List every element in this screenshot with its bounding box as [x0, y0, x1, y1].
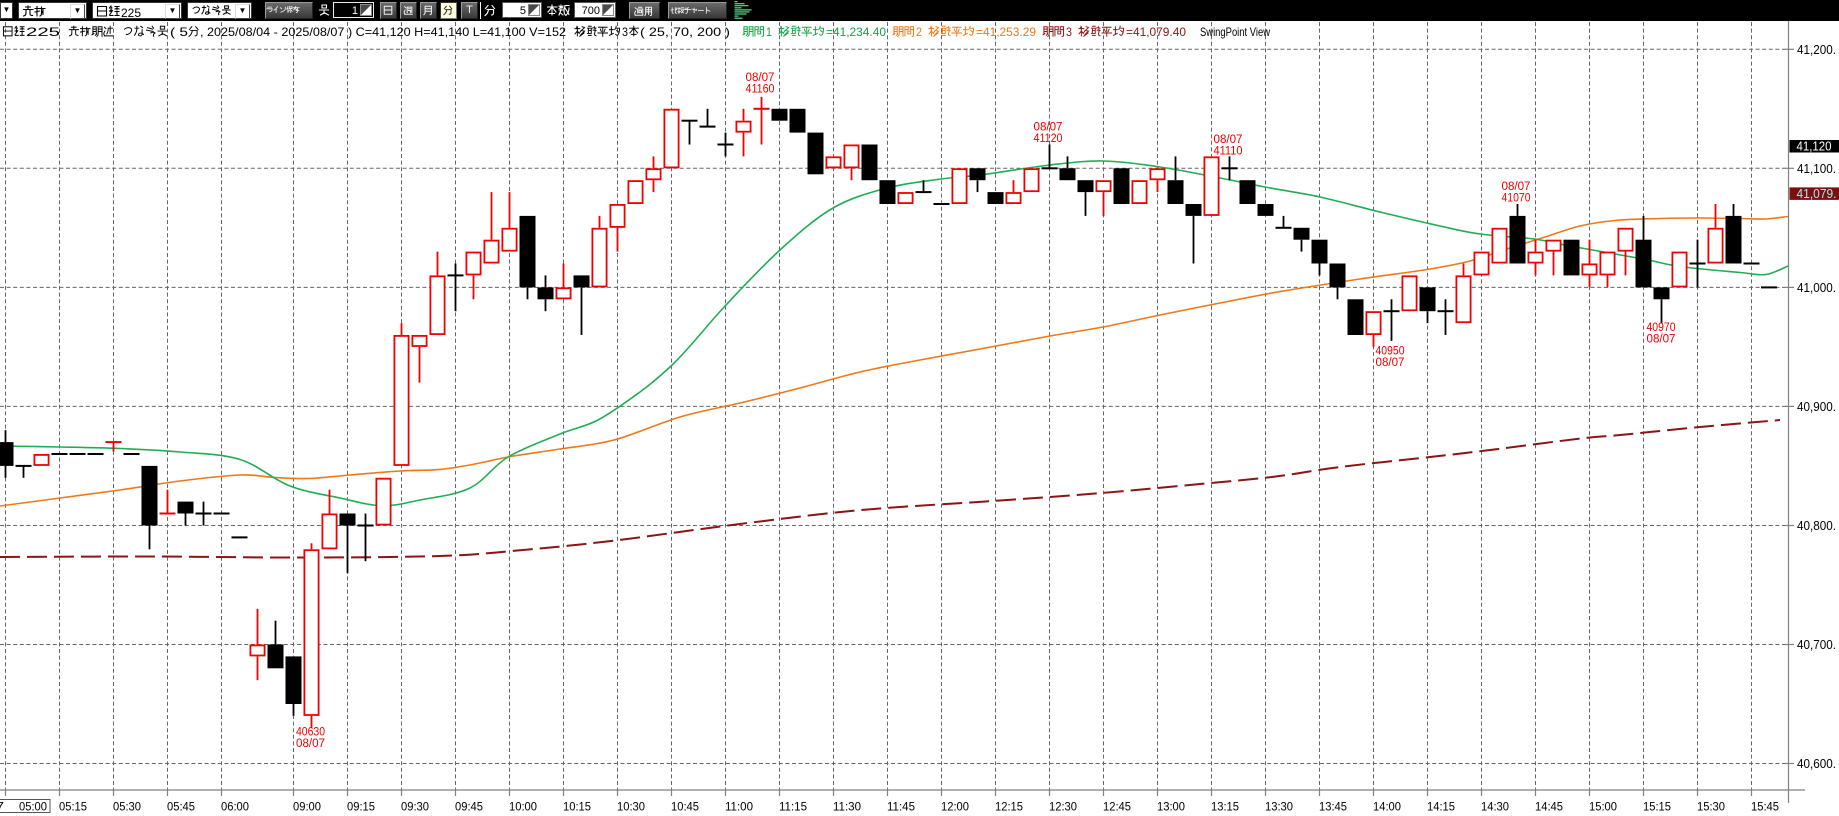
svg-text:41,120: 41,120 — [1797, 140, 1832, 154]
svg-text:09:45: 09:45 — [455, 800, 483, 814]
svg-text:13:30: 13:30 — [1265, 800, 1293, 814]
svg-text:08/07: 08/07 — [1376, 357, 1405, 369]
svg-text:40,800.: 40,800. — [1797, 519, 1836, 533]
svg-text:225: 225 — [26, 25, 61, 39]
svg-text:05:00: 05:00 — [19, 800, 47, 814]
svg-text:10:00: 10:00 — [509, 800, 537, 814]
svg-text:08/07: 08/07 — [746, 72, 775, 84]
svg-text:2: 2 — [916, 25, 922, 39]
svg-text:10:15: 10:15 — [563, 800, 591, 814]
svg-text:41110: 41110 — [1214, 146, 1243, 158]
svg-text:05:45: 05:45 — [167, 800, 195, 814]
svg-text:12:45: 12:45 — [1103, 800, 1131, 814]
svg-text:41,000.: 41,000. — [1797, 281, 1836, 295]
svg-text:08/07: 08/07 — [296, 738, 325, 750]
svg-text:12:30: 12:30 — [1049, 800, 1077, 814]
svg-text:06:00: 06:00 — [221, 800, 249, 814]
svg-text:=41,234.40: =41,234.40 — [826, 25, 886, 39]
svg-text:=41,079.40: =41,079.40 — [1126, 25, 1186, 39]
svg-text:( 25, 70, 200 ): ( 25, 70, 200 ) — [640, 25, 730, 39]
svg-text:41120: 41120 — [1034, 133, 1063, 145]
svg-text:15:45: 15:45 — [1751, 800, 1779, 814]
svg-text:08/07: 08/07 — [1502, 181, 1531, 193]
svg-text:12:00: 12:00 — [941, 800, 969, 814]
svg-text:05:15: 05:15 — [59, 800, 87, 814]
svg-text:05:30: 05:30 — [113, 800, 141, 814]
svg-text:15:30: 15:30 — [1697, 800, 1725, 814]
svg-text:08/07: 08/07 — [1647, 334, 1676, 346]
svg-text:41070: 41070 — [1502, 193, 1531, 205]
svg-text:41,079.: 41,079. — [1797, 187, 1837, 201]
svg-text:09:15: 09:15 — [347, 800, 375, 814]
svg-text:13:00: 13:00 — [1157, 800, 1185, 814]
svg-text:13:15: 13:15 — [1211, 800, 1239, 814]
svg-text:14:15: 14:15 — [1427, 800, 1455, 814]
svg-text:08/07: 08/07 — [1214, 134, 1243, 146]
svg-text:10:30: 10:30 — [617, 800, 645, 814]
svg-text:13:45: 13:45 — [1319, 800, 1347, 814]
svg-text:3: 3 — [622, 25, 628, 39]
svg-text:10:45: 10:45 — [671, 800, 699, 814]
svg-text:SwingPoint View: SwingPoint View — [1200, 25, 1270, 39]
svg-text:41,200.: 41,200. — [1797, 43, 1836, 57]
svg-text:1: 1 — [766, 25, 772, 39]
svg-text:08/07: 08/07 — [1034, 122, 1063, 134]
svg-text:14:45: 14:45 — [1535, 800, 1563, 814]
svg-text:40950: 40950 — [1376, 346, 1405, 358]
svg-text:41,100.: 41,100. — [1797, 162, 1836, 176]
svg-text:41160: 41160 — [746, 84, 775, 96]
svg-text:=41,253.29: =41,253.29 — [976, 25, 1036, 39]
svg-text:11:15: 11:15 — [779, 800, 807, 814]
svg-text:( 5: ( 5 — [170, 25, 188, 39]
svg-text:40970: 40970 — [1647, 322, 1676, 334]
svg-text:40,600.: 40,600. — [1797, 757, 1836, 771]
svg-text:11:45: 11:45 — [887, 800, 915, 814]
svg-text:7: 7 — [0, 800, 4, 814]
svg-text:40630: 40630 — [296, 727, 325, 739]
svg-text:3: 3 — [1066, 25, 1072, 39]
svg-text:14:00: 14:00 — [1373, 800, 1401, 814]
svg-text:, 2025/08/04 - 2025/08/07 ) C: , 2025/08/04 - 2025/08/07 ) C=41,120 H=4… — [200, 25, 566, 39]
svg-text:09:00: 09:00 — [293, 800, 321, 814]
svg-text:11:30: 11:30 — [833, 800, 861, 814]
svg-text:15:15: 15:15 — [1643, 800, 1671, 814]
svg-text:40,900.: 40,900. — [1797, 400, 1836, 414]
svg-text:11:00: 11:00 — [725, 800, 753, 814]
svg-text:15:00: 15:00 — [1589, 800, 1617, 814]
svg-text:12:15: 12:15 — [995, 800, 1023, 814]
svg-text:40,700.: 40,700. — [1797, 638, 1836, 652]
svg-text:14:30: 14:30 — [1481, 800, 1509, 814]
svg-text:09:30: 09:30 — [401, 800, 429, 814]
